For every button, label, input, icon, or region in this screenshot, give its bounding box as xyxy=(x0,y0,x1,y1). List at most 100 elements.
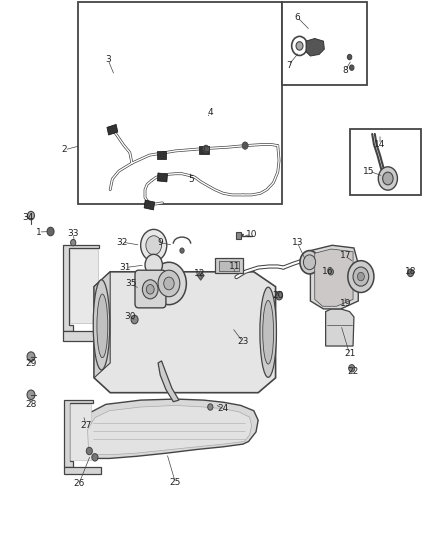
Text: 10: 10 xyxy=(246,230,258,239)
Text: 11: 11 xyxy=(229,262,240,271)
Circle shape xyxy=(353,267,369,286)
Bar xyxy=(237,232,241,239)
Text: 19: 19 xyxy=(339,299,351,308)
Circle shape xyxy=(348,261,374,293)
Text: 14: 14 xyxy=(374,140,386,149)
Text: 18: 18 xyxy=(405,268,416,276)
Polygon shape xyxy=(94,272,276,393)
Circle shape xyxy=(47,227,54,236)
Text: 29: 29 xyxy=(25,359,37,367)
Text: 33: 33 xyxy=(67,229,79,238)
Polygon shape xyxy=(63,331,101,341)
Text: 5: 5 xyxy=(188,174,194,183)
Text: 6: 6 xyxy=(294,13,300,22)
Text: 28: 28 xyxy=(25,400,37,409)
Text: 15: 15 xyxy=(364,166,375,175)
Polygon shape xyxy=(107,124,118,135)
Text: 13: 13 xyxy=(292,238,303,247)
Ellipse shape xyxy=(263,301,274,364)
Circle shape xyxy=(292,36,307,55)
Bar xyxy=(215,258,243,273)
Text: 1: 1 xyxy=(35,228,41,237)
Text: 24: 24 xyxy=(218,404,229,413)
Circle shape xyxy=(145,254,162,276)
Text: 35: 35 xyxy=(125,279,137,288)
Polygon shape xyxy=(158,361,179,402)
Polygon shape xyxy=(306,38,324,56)
Circle shape xyxy=(300,251,319,274)
Bar xyxy=(70,249,98,323)
Bar xyxy=(219,261,239,271)
Ellipse shape xyxy=(93,280,110,370)
Polygon shape xyxy=(157,151,166,159)
Bar xyxy=(204,146,208,151)
Polygon shape xyxy=(64,467,102,474)
Circle shape xyxy=(242,142,248,149)
Text: 3: 3 xyxy=(105,55,111,64)
Circle shape xyxy=(180,248,184,253)
Circle shape xyxy=(407,269,413,277)
Circle shape xyxy=(357,272,364,281)
Text: 7: 7 xyxy=(286,61,292,69)
Circle shape xyxy=(28,212,35,220)
Circle shape xyxy=(142,280,158,299)
Text: 4: 4 xyxy=(208,108,213,117)
Polygon shape xyxy=(325,309,354,346)
Bar xyxy=(282,3,367,85)
Circle shape xyxy=(203,145,209,152)
Polygon shape xyxy=(144,200,155,210)
Ellipse shape xyxy=(260,287,276,377)
Circle shape xyxy=(146,236,162,255)
Circle shape xyxy=(92,454,98,461)
Polygon shape xyxy=(63,245,99,331)
Text: 23: 23 xyxy=(237,337,249,346)
Circle shape xyxy=(131,316,138,324)
Circle shape xyxy=(86,447,92,455)
Text: 8: 8 xyxy=(343,66,348,75)
Text: 34: 34 xyxy=(23,213,34,222)
Text: 26: 26 xyxy=(73,479,85,488)
Text: 21: 21 xyxy=(344,350,355,359)
Text: 16: 16 xyxy=(322,268,334,276)
Circle shape xyxy=(208,404,213,410)
Bar xyxy=(70,405,92,459)
Text: 25: 25 xyxy=(170,478,181,487)
Circle shape xyxy=(276,292,283,300)
Circle shape xyxy=(27,352,35,361)
Bar xyxy=(350,128,421,195)
Circle shape xyxy=(146,285,154,294)
Polygon shape xyxy=(157,173,167,182)
Circle shape xyxy=(349,365,355,372)
Text: 27: 27 xyxy=(81,421,92,430)
Polygon shape xyxy=(82,399,258,458)
Polygon shape xyxy=(88,406,252,455)
Circle shape xyxy=(350,65,354,70)
Polygon shape xyxy=(315,249,353,306)
Text: 20: 20 xyxy=(272,291,283,300)
Text: 30: 30 xyxy=(124,312,135,321)
Text: 22: 22 xyxy=(347,367,359,376)
Text: 32: 32 xyxy=(117,238,128,247)
FancyBboxPatch shape xyxy=(135,270,166,308)
Circle shape xyxy=(27,390,35,400)
Circle shape xyxy=(347,54,352,60)
Polygon shape xyxy=(199,146,208,154)
Polygon shape xyxy=(197,271,204,280)
Bar xyxy=(78,3,282,204)
Circle shape xyxy=(378,167,397,190)
Ellipse shape xyxy=(97,294,108,358)
Polygon shape xyxy=(311,245,358,309)
Circle shape xyxy=(164,277,174,290)
Polygon shape xyxy=(94,272,110,378)
Text: 31: 31 xyxy=(120,263,131,272)
Circle shape xyxy=(304,255,316,270)
Circle shape xyxy=(296,42,303,50)
Circle shape xyxy=(383,172,393,185)
Circle shape xyxy=(328,269,333,275)
Circle shape xyxy=(152,262,186,305)
Circle shape xyxy=(158,270,180,297)
Text: 9: 9 xyxy=(157,238,163,247)
Text: 12: 12 xyxy=(194,269,205,278)
Circle shape xyxy=(71,239,76,246)
Text: 2: 2 xyxy=(62,146,67,155)
